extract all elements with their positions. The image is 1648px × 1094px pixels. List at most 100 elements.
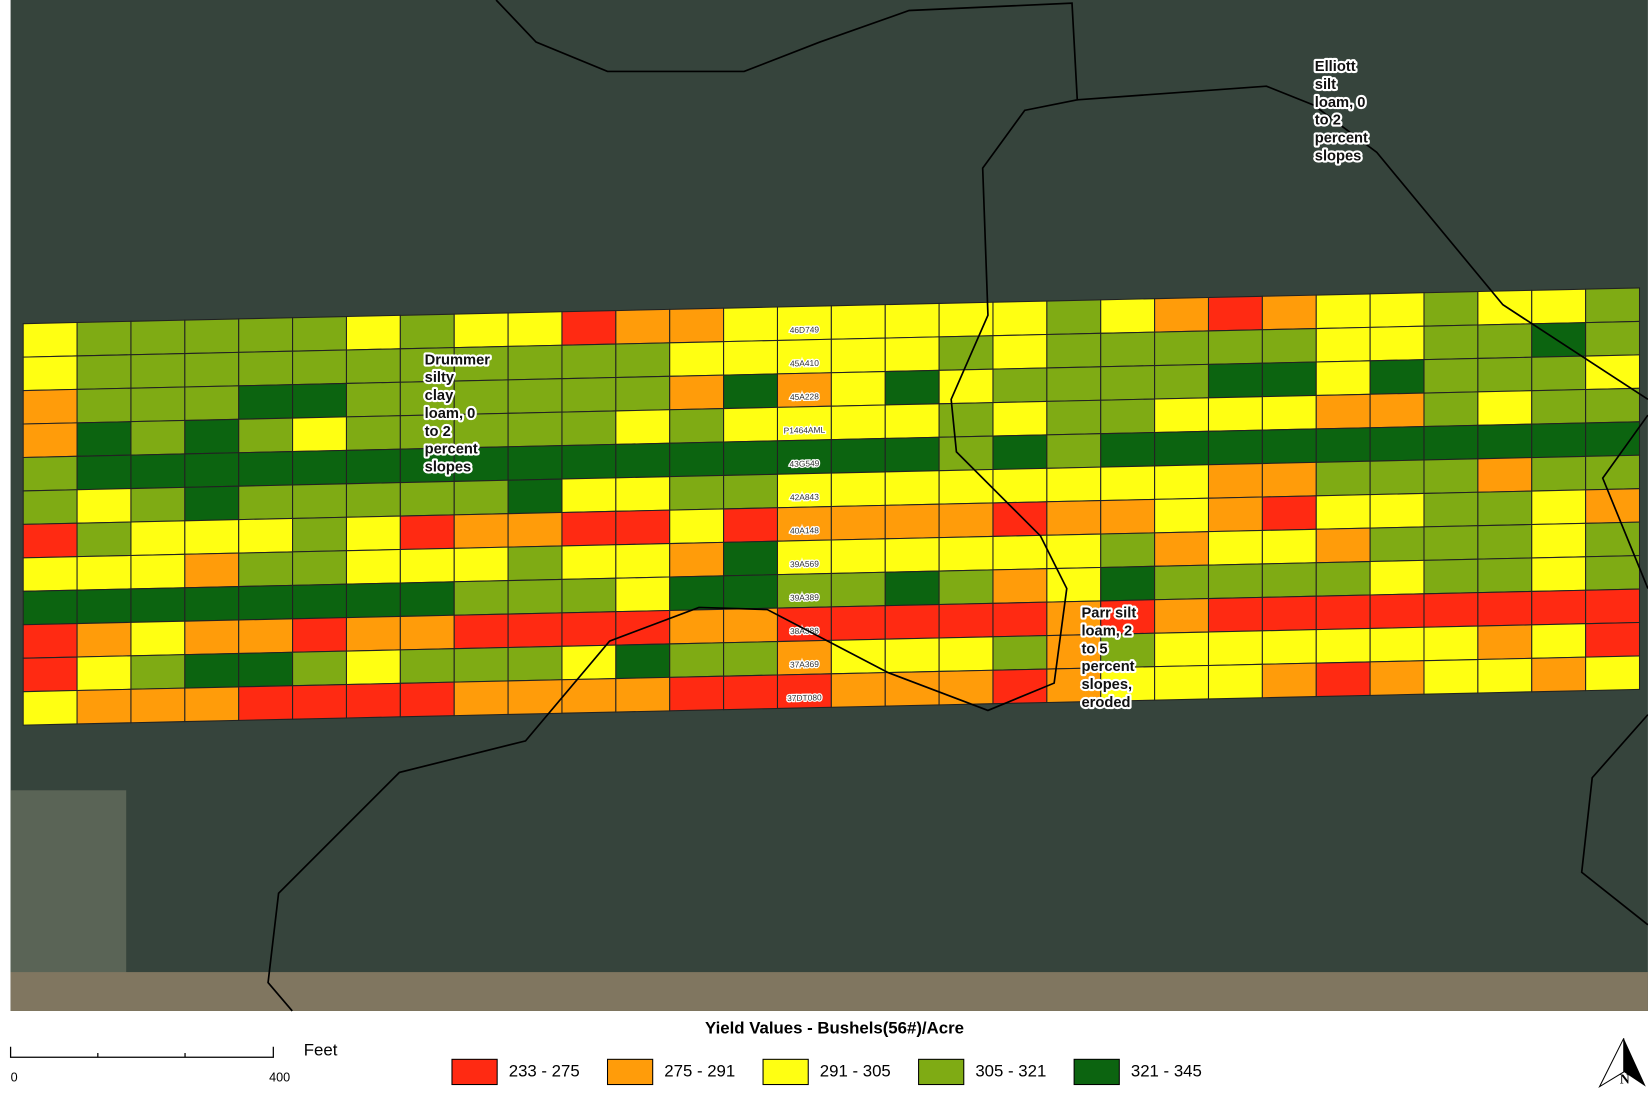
grid-cell [1046,566,1102,603]
grid-cell [1531,355,1587,392]
grid-cell [1369,459,1425,496]
grid-cell [723,540,779,577]
grid-cell [1423,391,1479,428]
grid-cell [1315,527,1371,564]
grid-cell [669,508,725,545]
grid-cell [776,673,832,709]
grid-cell [884,537,940,573]
grid-cell [1585,320,1641,357]
grid-cell [830,337,886,374]
grid-cell [1531,656,1587,693]
grid-cell [561,544,617,580]
grid-cell [292,550,347,586]
grid-cell [723,406,779,443]
legend-swatch [1073,1058,1120,1086]
soil-label: slopes [425,460,472,476]
grid-cell [669,675,725,712]
grid-cell [1585,588,1641,625]
grid-cell [1585,555,1641,591]
grid-cell [1423,458,1479,494]
soil-label: to 2 [1315,113,1341,129]
grid-cell [992,534,1048,571]
grid-cell [723,373,779,410]
grid-cell [1154,397,1210,434]
grid-cell [22,455,78,492]
grid-cell [1531,322,1587,358]
grid-cell [345,448,401,485]
grid-cell [938,301,994,338]
grid-cell [1369,426,1425,462]
grid-cell [776,405,832,442]
grid-cell [776,372,832,408]
grid-cell [830,371,886,407]
grid-cell [1585,454,1641,491]
grid-cell [992,367,1048,404]
grid-cell [76,554,132,591]
grid-cell [22,355,78,392]
grid-cell [1315,627,1371,664]
grid-cell [1154,430,1210,467]
grid-cell [1369,593,1425,629]
grid-cell [1369,292,1425,328]
grid-cell [345,615,401,652]
grid-cell [1477,557,1533,594]
grid-cell [1100,365,1156,401]
grid-cell [615,342,671,379]
grid-cell [345,548,401,585]
grid-cell [238,350,294,387]
grid-cell [345,582,401,619]
grid-cell [1423,491,1479,528]
grid-cell [292,583,347,620]
row-label: 39A389 [790,592,819,603]
grid-cell [1046,299,1102,336]
grid-cell [1315,360,1371,397]
grid-cell [507,511,563,548]
grid-cell [1531,556,1587,592]
row-label: 38A388 [790,625,819,636]
grid-cell [669,408,725,444]
grid-cell [1531,589,1587,626]
grid-cell [776,506,832,542]
grid-cell [1261,461,1317,498]
grid-cell [1477,624,1533,661]
scale-tick: 0 [11,1071,18,1085]
grid-cell [1369,626,1425,663]
grid-cell [399,648,455,684]
grid-cell [1423,357,1479,394]
grid-cell [938,435,994,472]
grid-cell [1100,431,1156,468]
grid-cell [1261,394,1317,431]
grid-cell [1531,522,1587,559]
legend-title: Yield Values - Bushels(56#)/Acre [705,1018,964,1037]
grid-cell [1261,662,1317,699]
grid-cell [76,454,132,491]
grid-cell [130,353,186,389]
grid-cell [507,344,563,381]
grid-cell [938,535,994,572]
grid-cell [184,686,240,723]
grid-cell [938,468,994,505]
grid-cell [561,611,617,647]
grid-cell [130,654,186,690]
grid-cell [561,443,617,480]
grid-cell [615,643,671,680]
grid-cell [1046,500,1102,536]
grid-cell [1261,328,1317,364]
grid-cell [723,607,779,644]
grid-cell [561,577,617,614]
grid-cell [1477,289,1533,326]
grid-cell [1207,529,1263,566]
grid-cell [238,685,294,721]
grid-cell [830,538,886,574]
legend-label: 275 - 291 [664,1061,735,1080]
grid-cell [1531,623,1587,659]
grid-cell [507,645,563,682]
grid-cell [615,576,671,613]
grid-cell [130,319,186,356]
grid-cell [1100,331,1156,368]
grid-cell [1585,387,1641,424]
grid-cell [76,688,132,725]
row-label: 42A843 [790,492,819,503]
grid-cell [669,374,725,411]
